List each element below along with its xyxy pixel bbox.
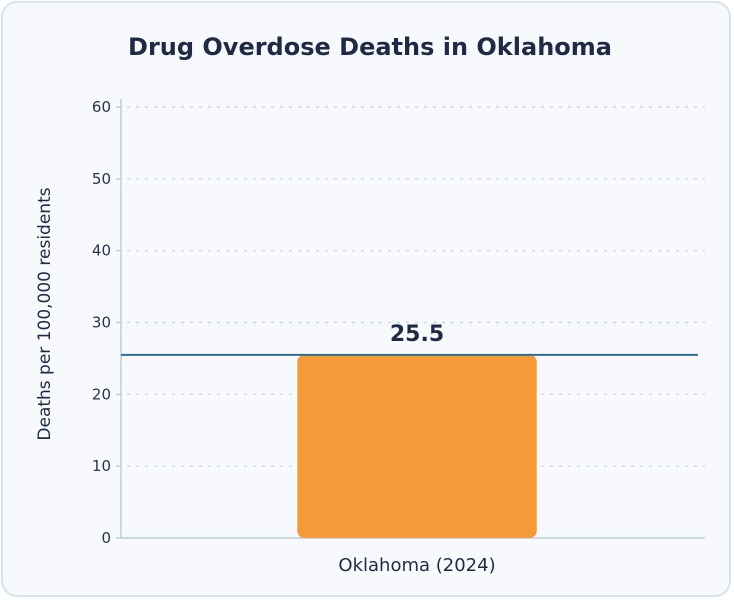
data-label: 25.5 [390,322,444,347]
labels: 0 10 20 30 40 50 60 25.5 Oklahoma (2024) [92,98,698,576]
bar-chart: Drug Overdose Deaths in Oklahoma Deaths … [35,33,705,576]
y-tick-label: 50 [92,170,111,188]
bars [297,354,537,538]
x-tick-label: Oklahoma (2024) [338,555,495,576]
y-tick-label: 60 [92,98,111,116]
y-tick-label: 0 [101,529,111,547]
y-tick-label: 30 [92,314,111,332]
y-tick-label: 20 [92,385,111,403]
y-axis-label: Deaths per 100,000 residents [35,187,55,440]
y-tick-label: 10 [92,457,111,475]
bar-oklahoma-2024 [297,354,537,538]
chart-title: Drug Overdose Deaths in Oklahoma [128,33,612,61]
y-tick-label: 40 [92,242,111,260]
